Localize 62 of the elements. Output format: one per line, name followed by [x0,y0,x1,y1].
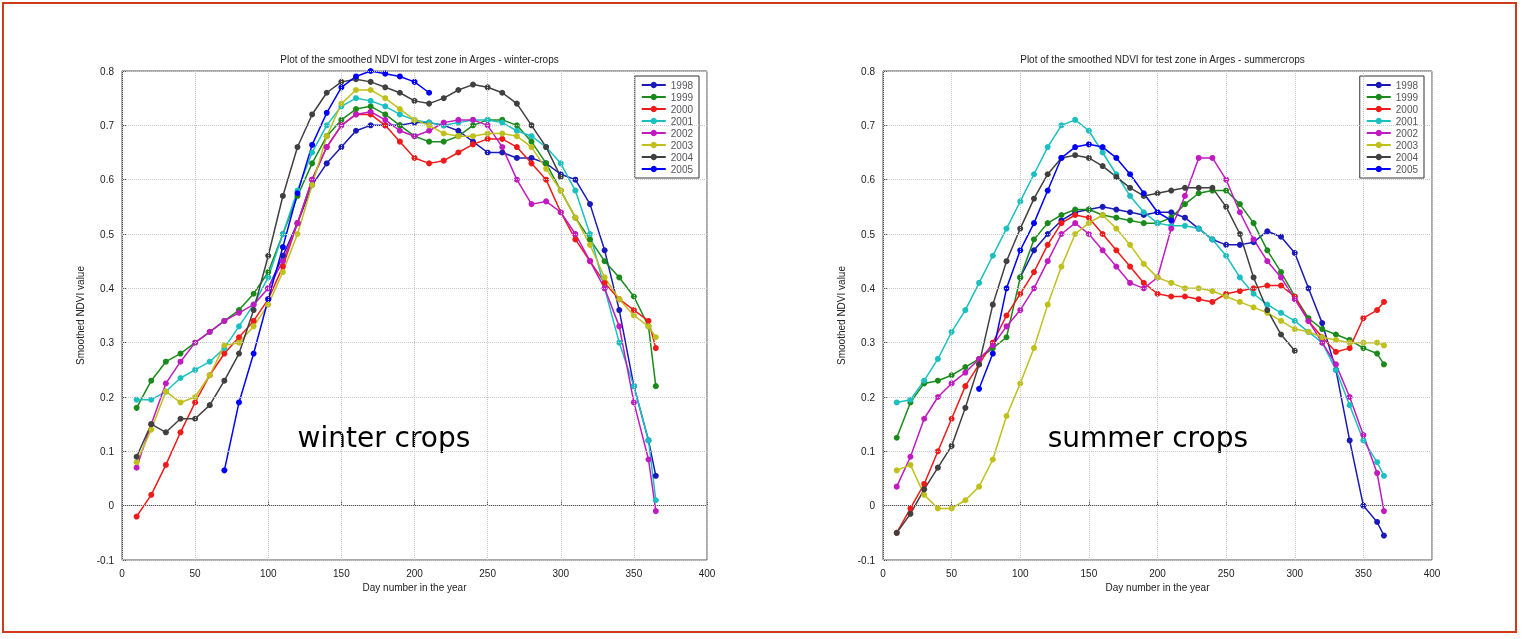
y-tick-label: 0 [108,500,115,512]
y-tick-label: 0.2 [100,391,115,403]
y-axis-title: Smoothed NDVI value [75,265,87,365]
legend-label: 2000 [670,103,694,115]
x-tick-label: 100 [1011,567,1030,579]
x-tick-label: 250 [479,567,497,579]
y-tick-label: 0.5 [100,228,115,240]
legend-label: 2005 [1395,163,1419,175]
x-tick-label: 200 [1149,567,1167,579]
x-tick-label: 0 [880,567,887,579]
y-tick-label: 0.4 [861,282,876,294]
legend-label: 2003 [670,139,694,151]
y-tick-label: 0.3 [100,337,115,349]
x-axis-title: Day number in the year [362,582,468,594]
y-tick-label: 0.8 [861,65,876,77]
legend-label: 2002 [1395,127,1419,139]
y-tick-label: 0.7 [861,119,876,131]
y-tick-label: 0.5 [861,228,876,240]
y-tick-label: 0 [869,500,876,512]
x-tick-label: 350 [1355,567,1373,579]
y-tick-label: 0.1 [100,445,115,457]
y-tick-label: 0.4 [100,282,115,294]
y-axis-title: Smoothed NDVI value [836,265,848,365]
legend-label: 2001 [1395,115,1419,127]
y-tick-label: 0.6 [100,174,115,186]
x-tick-label: 350 [625,567,643,579]
x-tick-label: 250 [1217,567,1235,579]
x-tick-label: 400 [698,567,716,579]
annotation: summer crops [1047,420,1249,454]
legend-label: 2005 [670,163,694,175]
legend-label: 2000 [1395,103,1419,115]
y-tick-label: 0.8 [100,65,115,77]
x-axis-title: Day number in the year [1105,582,1211,594]
x-tick-label: 50 [189,567,202,579]
y-tick-label: 0.1 [861,445,876,457]
chart-title: Plot of the smoothed NDVI for test zone in Arges - summercrops [1020,53,1305,65]
legend-label: 1998 [670,79,694,91]
x-tick-label: 0 [119,567,126,579]
legend-label: 2004 [670,151,694,163]
y-tick-label: -0.1 [857,554,876,566]
legend-label: 2002 [670,127,694,139]
legend-label: 1998 [1395,79,1419,91]
annotation: winter crops [297,420,471,454]
legend-label: 2004 [1395,151,1419,163]
y-tick-label: 0.7 [100,119,115,131]
legend-label: 2003 [1395,139,1419,151]
chart-title: Plot of the smoothed NDVI for test zone in Arges - winter-crops [280,53,559,65]
x-tick-label: 50 [946,567,958,579]
x-tick-label: 100 [259,567,278,579]
y-tick-label: 0.6 [861,174,876,186]
x-tick-label: 200 [406,567,424,579]
legend-label: 1999 [1395,91,1419,103]
x-tick-label: 300 [552,567,570,579]
x-tick-label: 150 [333,567,351,579]
x-tick-label: 150 [1080,567,1098,579]
legend-label: 2001 [670,115,694,127]
y-tick-label: -0.1 [96,554,115,566]
y-tick-label: 0.2 [861,391,876,403]
x-tick-label: 400 [1423,567,1441,579]
legend-label: 1999 [670,91,694,103]
x-tick-label: 300 [1286,567,1304,579]
y-tick-label: 0.3 [861,337,876,349]
